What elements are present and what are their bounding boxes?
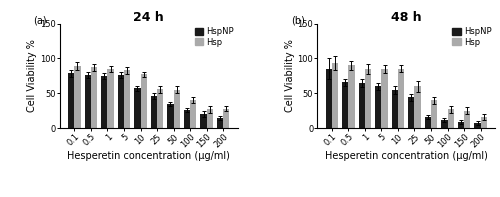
Text: (b): (b)	[291, 15, 304, 25]
Bar	[382, 69, 388, 128]
Bar	[118, 75, 124, 128]
Bar	[365, 69, 371, 128]
Bar	[223, 109, 230, 128]
Bar	[480, 117, 487, 128]
Bar	[190, 100, 196, 128]
Bar	[398, 69, 404, 128]
Legend: HspNP, Hsp: HspNP, Hsp	[194, 25, 236, 48]
Bar	[157, 89, 164, 128]
X-axis label: Hesperetin concentration (μg/ml): Hesperetin concentration (μg/ml)	[68, 151, 230, 161]
Bar	[332, 63, 338, 128]
Title: 24 h: 24 h	[134, 11, 164, 24]
Bar	[342, 82, 348, 128]
Bar	[392, 90, 398, 128]
Bar	[68, 73, 74, 128]
Bar	[375, 86, 382, 128]
Bar	[206, 109, 213, 128]
Bar	[101, 76, 107, 128]
Bar	[348, 65, 354, 128]
Bar	[408, 98, 414, 128]
Bar	[326, 69, 332, 128]
Legend: HspNP, Hsp: HspNP, Hsp	[450, 25, 494, 48]
Bar	[448, 109, 454, 128]
Text: (a): (a)	[34, 15, 47, 25]
Bar	[431, 100, 438, 128]
Bar	[91, 68, 97, 128]
Bar	[140, 74, 147, 128]
Bar	[84, 75, 91, 128]
Bar	[358, 83, 365, 128]
Bar	[151, 96, 157, 128]
Bar	[168, 104, 173, 128]
Bar	[414, 86, 421, 128]
Bar	[464, 111, 470, 128]
Bar	[424, 117, 431, 128]
X-axis label: Hesperetin concentration (μg/ml): Hesperetin concentration (μg/ml)	[325, 151, 488, 161]
Bar	[174, 90, 180, 128]
Bar	[108, 69, 114, 128]
Bar	[217, 118, 223, 128]
Y-axis label: Cell Viability %: Cell Viability %	[285, 39, 295, 112]
Bar	[442, 120, 448, 128]
Bar	[458, 122, 464, 128]
Bar	[184, 110, 190, 128]
Y-axis label: Cell Viability %: Cell Viability %	[28, 39, 38, 112]
Bar	[200, 114, 206, 128]
Title: 48 h: 48 h	[391, 11, 422, 24]
Bar	[474, 123, 480, 128]
Bar	[74, 66, 80, 128]
Bar	[124, 70, 130, 128]
Bar	[134, 88, 140, 128]
